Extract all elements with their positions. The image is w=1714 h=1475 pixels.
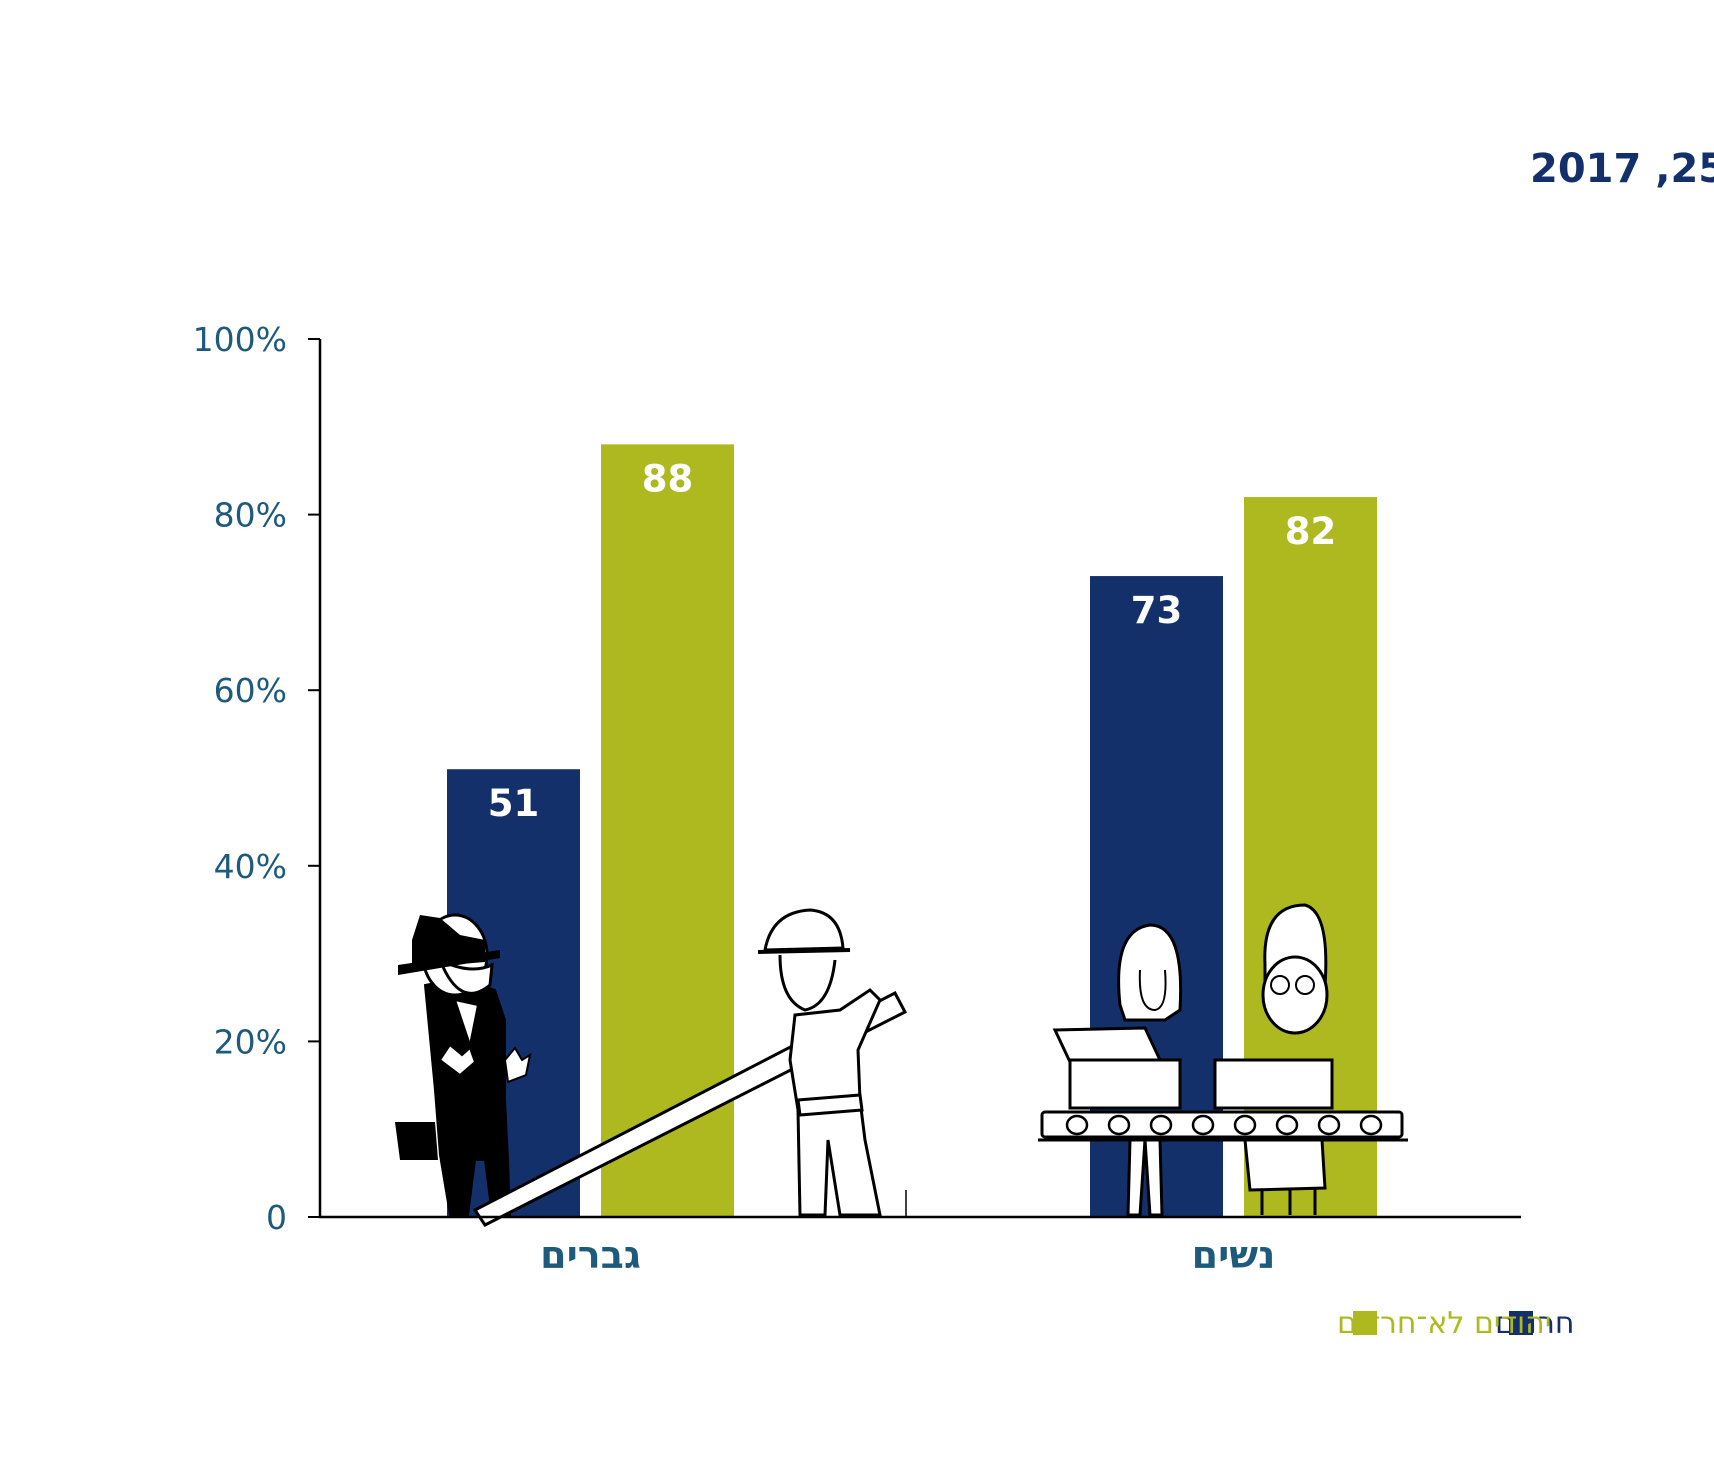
conveyor-roller-icon <box>1107 1114 1131 1136</box>
x-category-label: גברים <box>540 1233 641 1277</box>
axes <box>318 339 1521 1219</box>
y-tick-label: 100% <box>193 320 287 359</box>
conveyor-roller-icon <box>1275 1114 1299 1136</box>
conveyor-belt-icon <box>1038 1058 1408 1142</box>
x-axis-categories: גברים נשים <box>540 1233 1275 1277</box>
y-tick-label: 80% <box>214 496 287 535</box>
y-tick-label: 40% <box>214 847 287 886</box>
conveyor-roller-icon <box>1233 1114 1257 1136</box>
x-category-label: נשים <box>1192 1233 1276 1277</box>
bar-value-label: 88 <box>642 457 694 500</box>
bar-value-label: 82 <box>1285 510 1337 553</box>
bar-haredi-women <box>1090 576 1223 1217</box>
y-axis-ticks: 0 20% 40% 60% 80% 100% <box>193 320 320 1237</box>
legend-label-haredi: חרדים <box>1495 1306 1575 1341</box>
chart-title: מועסקות ומועסקים בקרב בני 25-64, 2017 <box>1530 146 1714 192</box>
factory-worker-icon <box>1243 903 1329 1215</box>
legend-swatch-non-haredi <box>1353 1311 1377 1335</box>
construction-worker-icon <box>757 908 882 1217</box>
legend-label-non-haredi: יהודים לא־חרדים <box>1337 1306 1551 1341</box>
y-tick-label: 20% <box>214 1022 287 1061</box>
bar-value-label: 73 <box>1131 589 1183 632</box>
bars: 51 73 88 82 <box>447 444 1377 1217</box>
conveyor-roller-icon <box>1149 1114 1173 1136</box>
conveyor-roller-icon <box>1191 1114 1215 1136</box>
y-tick-label: 60% <box>214 671 287 710</box>
conveyor-roller-icon <box>1359 1114 1383 1136</box>
conveyor-roller-icon <box>1065 1114 1089 1136</box>
conveyor-roller-icon <box>1317 1114 1341 1136</box>
legend: חרדים יהודים לא־חרדים <box>1337 1306 1575 1341</box>
y-tick-label: 0 <box>266 1198 287 1237</box>
haredi-man-icon <box>395 913 532 1216</box>
woman-worker-icon <box>1052 923 1183 1217</box>
bar-value-label: 51 <box>488 782 540 825</box>
legend-swatch-haredi <box>1509 1311 1533 1335</box>
